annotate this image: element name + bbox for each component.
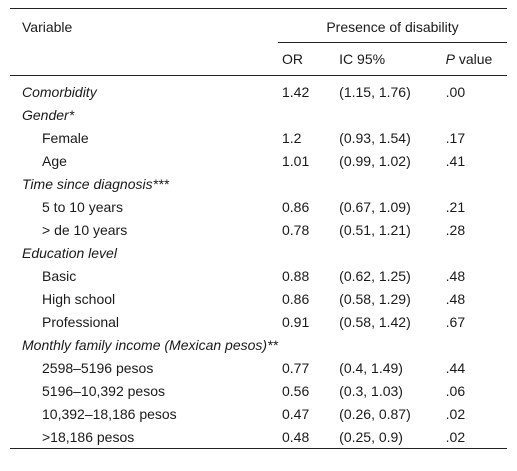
variable-cell: 5196–10,392 pesos bbox=[42, 382, 165, 399]
p-value-cell bbox=[442, 241, 507, 264]
p-value-cell bbox=[442, 103, 507, 126]
ic95-cell: (0.25, 0.9) bbox=[339, 425, 442, 449]
ic95-cell: (1.15, 1.76) bbox=[339, 83, 411, 100]
p-value-cell: .06 bbox=[445, 382, 466, 399]
variable-cell: 5 to 10 years bbox=[42, 198, 123, 215]
variable-cell: > de 10 years bbox=[42, 221, 128, 238]
variable-cell: 10,392–18,186 pesos bbox=[42, 405, 177, 422]
ic95-cell: (0.93, 1.54) bbox=[339, 129, 411, 146]
ic95-cell: (0.4, 1.49) bbox=[339, 359, 403, 376]
ic95-cell: (0.67, 1.09) bbox=[339, 198, 411, 215]
variable-cell: Age bbox=[42, 152, 67, 169]
category-row: Time since diagnosis*** bbox=[10, 172, 507, 195]
table-row: Female 1.2 (0.93, 1.54) .17 bbox=[10, 126, 507, 149]
or-cell bbox=[278, 333, 339, 356]
or-cell: 0.48 bbox=[277, 425, 340, 449]
variable-cell: Female bbox=[42, 129, 89, 146]
p-value-cell: .02 bbox=[441, 425, 507, 449]
ic95-cell: (0.58, 1.42) bbox=[339, 313, 411, 330]
header-row-1: Variable Presence of disability bbox=[10, 8, 507, 43]
variable-cell: Gender* bbox=[22, 106, 75, 123]
header-row-2: OR IC 95% P value bbox=[10, 42, 507, 76]
category-row: Education level bbox=[10, 241, 507, 264]
or-cell: 0.88 bbox=[281, 267, 310, 284]
ic95-cell bbox=[339, 333, 441, 356]
p-value-cell: .48 bbox=[445, 267, 466, 284]
or-cell: 1.01 bbox=[281, 152, 310, 169]
variable-cell: 2598–5196 pesos bbox=[42, 359, 154, 376]
or-cell bbox=[278, 241, 339, 264]
disability-odds-table: Variable Presence of disability OR IC 95… bbox=[10, 8, 507, 449]
p-value-header-italic: P bbox=[445, 51, 455, 67]
or-cell: 1.2 bbox=[281, 129, 302, 146]
or-cell: 0.86 bbox=[281, 198, 310, 215]
ic95-cell bbox=[339, 172, 441, 195]
empty-header-cell bbox=[10, 42, 278, 76]
p-value-cell: .17 bbox=[445, 129, 466, 146]
table-row: > de 10 years 0.78 (0.51, 1.21) .28 bbox=[10, 218, 507, 241]
ic95-cell: (0.62, 1.25) bbox=[339, 267, 411, 284]
p-value-header-rest: value bbox=[454, 51, 493, 67]
ic95-cell: (0.51, 1.21) bbox=[339, 221, 411, 238]
or-cell bbox=[278, 172, 339, 195]
or-cell: 0.91 bbox=[281, 313, 310, 330]
p-value-cell: .28 bbox=[445, 221, 466, 238]
p-value-cell: .44 bbox=[445, 359, 466, 376]
p-value-header: P value bbox=[441, 42, 507, 76]
variable-cell: Education level bbox=[22, 244, 117, 261]
or-cell: 1.42 bbox=[281, 83, 310, 100]
variable-cell: Monthly family income (Mexican pesos)** bbox=[22, 336, 278, 353]
table-row: Professional 0.91 (0.58, 1.42) .67 bbox=[10, 310, 507, 333]
or-cell: 0.77 bbox=[281, 359, 310, 376]
variable-cell: >18,186 pesos bbox=[10, 425, 278, 449]
p-value-cell: .02 bbox=[445, 405, 466, 422]
or-header: OR bbox=[277, 42, 340, 76]
variable-header: Variable bbox=[10, 8, 278, 43]
ic95-cell bbox=[339, 241, 441, 264]
table-row: 5 to 10 years 0.86 (0.67, 1.09) .21 bbox=[10, 195, 507, 218]
table-row: 10,392–18,186 pesos 0.47 (0.26, 0.87) .02 bbox=[10, 402, 507, 425]
table-body: Comorbidity 1.42 (1.15, 1.76) .00 Gender* Fem… bbox=[10, 76, 507, 449]
variable-cell: High school bbox=[42, 290, 116, 307]
or-cell bbox=[278, 103, 339, 126]
table-row: Basic 0.88 (0.62, 1.25) .48 bbox=[10, 264, 507, 287]
variable-cell: Comorbidity bbox=[22, 83, 97, 100]
table-row: 2598–5196 pesos 0.77 (0.4, 1.49) .44 bbox=[10, 356, 507, 379]
ic95-header: IC 95% bbox=[339, 42, 442, 76]
ic95-cell: (0.58, 1.29) bbox=[339, 290, 411, 307]
variable-cell: Basic bbox=[42, 267, 77, 284]
table-row: Age 1.01 (0.99, 1.02) .41 bbox=[10, 149, 507, 172]
p-value-cell: .00 bbox=[445, 83, 466, 100]
ic95-cell: (0.26, 0.87) bbox=[339, 405, 411, 422]
table-row: >18,186 pesos 0.48 (0.25, 0.9) .02 bbox=[10, 425, 507, 449]
p-value-cell: .41 bbox=[445, 152, 466, 169]
category-row: Monthly family income (Mexican pesos)** bbox=[10, 333, 507, 356]
table-row: Comorbidity 1.42 (1.15, 1.76) .00 bbox=[10, 76, 507, 104]
or-cell: 0.78 bbox=[281, 221, 310, 238]
ic95-cell: (0.3, 1.03) bbox=[339, 382, 403, 399]
p-value-cell: .48 bbox=[445, 290, 466, 307]
or-cell: 0.47 bbox=[281, 405, 310, 422]
category-row: Gender* bbox=[10, 103, 507, 126]
or-cell: 0.86 bbox=[281, 290, 310, 307]
p-value-cell bbox=[442, 333, 507, 356]
presence-of-disability-header: Presence of disability bbox=[277, 8, 507, 43]
ic95-cell bbox=[339, 103, 441, 126]
table-row: 5196–10,392 pesos 0.56 (0.3, 1.03) .06 bbox=[10, 379, 507, 402]
p-value-cell: .67 bbox=[445, 313, 466, 330]
ic95-cell: (0.99, 1.02) bbox=[339, 152, 411, 169]
variable-cell: Professional bbox=[42, 313, 120, 330]
variable-cell: Time since diagnosis*** bbox=[22, 175, 169, 192]
table-row: High school 0.86 (0.58, 1.29) .48 bbox=[10, 287, 507, 310]
p-value-cell bbox=[442, 172, 507, 195]
or-cell: 0.56 bbox=[281, 382, 310, 399]
p-value-cell: .21 bbox=[445, 198, 466, 215]
